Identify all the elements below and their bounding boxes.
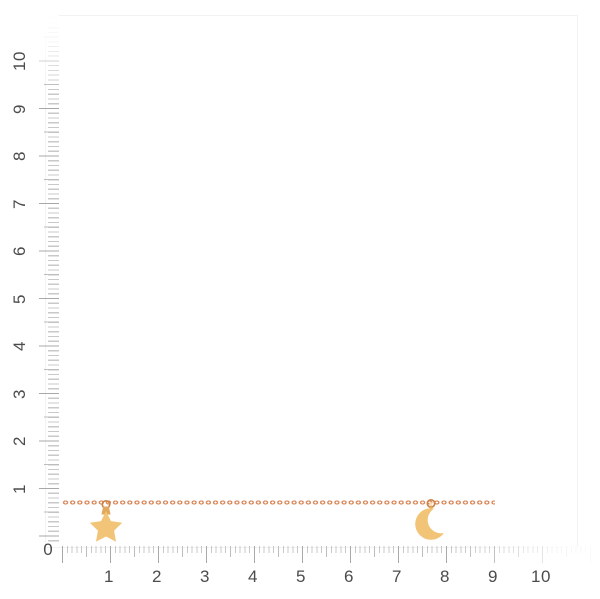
h-ruler-label-4: 4 xyxy=(248,567,258,586)
horizontal-ruler xyxy=(62,546,598,563)
moon-ring-sparkle xyxy=(429,502,433,505)
star-shape xyxy=(89,511,123,542)
moon-shape xyxy=(415,508,447,540)
h-ruler-label-5: 5 xyxy=(296,567,306,586)
h-ruler-label-6: 6 xyxy=(344,567,354,586)
h-ruler-label-2: 2 xyxy=(152,567,162,586)
star-charm xyxy=(89,499,123,542)
moon-bail xyxy=(429,505,433,511)
moon-charm xyxy=(415,498,447,540)
h-ruler-label-7: 7 xyxy=(392,567,402,586)
h-ruler-label-8: 8 xyxy=(440,567,450,586)
h-ruler-label-1: 1 xyxy=(104,567,114,586)
star-bail xyxy=(101,506,111,515)
bracelet-chain xyxy=(62,499,495,506)
h-ruler-label-10: 10 xyxy=(531,567,551,586)
h-ruler-label-3: 3 xyxy=(200,567,210,586)
vertical-ruler xyxy=(39,13,59,544)
ruler-origin-label: 0 xyxy=(43,540,53,559)
h-ruler-label-9: 9 xyxy=(488,567,498,586)
